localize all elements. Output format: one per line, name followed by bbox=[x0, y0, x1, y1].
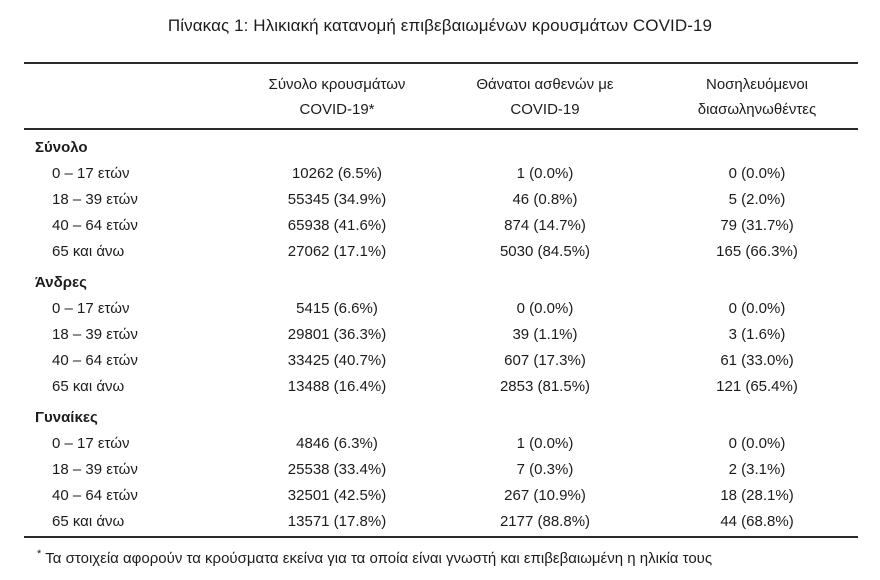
age-label: 0 – 17 ετών bbox=[52, 165, 130, 182]
cases-cell: 5415 (6.6%) bbox=[296, 300, 378, 317]
age-label: 18 – 39 ετών bbox=[52, 461, 138, 478]
footnote-text: Τα στοιχεία αφορούν τα κρούσματα εκείνα … bbox=[45, 550, 713, 567]
cases-cell: 13488 (16.4%) bbox=[287, 378, 387, 395]
age-label: 0 – 17 ετών bbox=[52, 300, 130, 317]
deaths-cell: 267 (10.9%) bbox=[504, 487, 586, 504]
cases-cell: 4846 (6.3%) bbox=[296, 435, 378, 452]
section-row-total: Σύνολο bbox=[24, 130, 858, 161]
deaths-cell: 2177 (88.8%) bbox=[499, 513, 591, 530]
age-label: 65 και άνω bbox=[52, 378, 125, 395]
header-empty-cell bbox=[24, 72, 240, 122]
table-row: 18 – 39 ετών 55345 (34.9%) 46 (0.8%) 5 (… bbox=[24, 187, 858, 213]
age-label: 0 – 17 ετών bbox=[52, 435, 130, 452]
table-row: 0 – 17 ετών 10262 (6.5%) 1 (0.0%) 0 (0.0… bbox=[24, 161, 858, 187]
footnote-asterisk: * bbox=[37, 548, 42, 560]
table-row: 0 – 17 ετών 5415 (6.6%) 0 (0.0%) 0 (0.0%… bbox=[24, 296, 858, 322]
intubated-cell: 0 (0.0%) bbox=[728, 300, 786, 317]
header-line: Νοσηλευόμενοι bbox=[705, 76, 808, 93]
header-line: Σύνολο κρουσμάτων bbox=[268, 76, 406, 93]
cases-cell: 27062 (17.1%) bbox=[287, 243, 387, 260]
deaths-cell: 1 (0.0%) bbox=[516, 435, 574, 452]
deaths-cell: 2853 (81.5%) bbox=[499, 378, 591, 395]
deaths-cell: 5030 (84.5%) bbox=[499, 243, 591, 260]
table-row: 65 και άνω 13571 (17.8%) 2177 (88.8%) 44… bbox=[24, 509, 858, 535]
table-row: 18 – 39 ετών 25538 (33.4%) 7 (0.3%) 2 (3… bbox=[24, 457, 858, 483]
deaths-cell: 46 (0.8%) bbox=[512, 191, 578, 208]
header-col-total-cases: Σύνολο κρουσμάτων COVID-19* bbox=[240, 72, 434, 122]
section-label: Γυναίκες bbox=[35, 409, 98, 426]
deaths-cell: 607 (17.3%) bbox=[504, 352, 586, 369]
deaths-cell: 0 (0.0%) bbox=[516, 300, 574, 317]
cases-cell: 33425 (40.7%) bbox=[287, 352, 387, 369]
cases-cell: 13571 (17.8%) bbox=[287, 513, 387, 530]
intubated-cell: 61 (33.0%) bbox=[720, 352, 794, 369]
table-row: 65 και άνω 13488 (16.4%) 2853 (81.5%) 12… bbox=[24, 374, 858, 400]
table-row: 65 και άνω 27062 (17.1%) 5030 (84.5%) 16… bbox=[24, 239, 858, 265]
cases-cell: 32501 (42.5%) bbox=[287, 487, 387, 504]
header-line: COVID-19 bbox=[510, 101, 580, 118]
section-row-men: Άνδρες bbox=[24, 265, 858, 296]
intubated-cell: 79 (31.7%) bbox=[720, 217, 794, 234]
age-label: 18 – 39 ετών bbox=[52, 326, 138, 343]
intubated-cell: 165 (66.3%) bbox=[716, 243, 798, 260]
intubated-cell: 0 (0.0%) bbox=[728, 165, 786, 182]
section-label: Σύνολο bbox=[35, 139, 88, 156]
table-row: 0 – 17 ετών 4846 (6.3%) 1 (0.0%) 0 (0.0%… bbox=[24, 431, 858, 457]
deaths-cell: 39 (1.1%) bbox=[512, 326, 578, 343]
deaths-cell: 1 (0.0%) bbox=[516, 165, 574, 182]
table-row: 40 – 64 ετών 32501 (42.5%) 267 (10.9%) 1… bbox=[24, 483, 858, 509]
cases-cell: 55345 (34.9%) bbox=[287, 191, 387, 208]
header-line: διασωληνωθέντες bbox=[697, 101, 817, 118]
section-row-women: Γυναίκες bbox=[24, 400, 858, 431]
age-label: 40 – 64 ετών bbox=[52, 487, 138, 504]
table-row: 40 – 64 ετών 33425 (40.7%) 607 (17.3%) 6… bbox=[24, 348, 858, 374]
table-row: 40 – 64 ετών 65938 (41.6%) 874 (14.7%) 7… bbox=[24, 213, 858, 239]
page-title: Πίνακας 1: Ηλικιακή κατανομή επιβεβαιωμέ… bbox=[167, 16, 713, 35]
intubated-cell: 3 (1.6%) bbox=[728, 326, 786, 343]
header-line: COVID-19* bbox=[299, 101, 375, 118]
header-line: Θάνατοι ασθενών με bbox=[476, 76, 614, 93]
intubated-cell: 0 (0.0%) bbox=[728, 435, 786, 452]
footnote: * Τα στοιχεία αφορούν τα κρούσματα εκείνα… bbox=[24, 538, 858, 570]
age-label: 40 – 64 ετών bbox=[52, 217, 138, 234]
table-header-row: Σύνολο κρουσμάτων COVID-19* Θάνατοι ασθε… bbox=[24, 62, 858, 130]
cases-cell: 10262 (6.5%) bbox=[291, 165, 383, 182]
age-label: 40 – 64 ετών bbox=[52, 352, 138, 369]
deaths-cell: 7 (0.3%) bbox=[516, 461, 574, 478]
header-col-intubated: Νοσηλευόμενοι διασωληνωθέντες bbox=[656, 72, 858, 122]
covid-age-table: Σύνολο κρουσμάτων COVID-19* Θάνατοι ασθε… bbox=[24, 62, 858, 570]
intubated-cell: 44 (68.8%) bbox=[720, 513, 794, 530]
age-label: 65 και άνω bbox=[52, 513, 125, 530]
intubated-cell: 2 (3.1%) bbox=[728, 461, 786, 478]
header-col-deaths: Θάνατοι ασθενών με COVID-19 bbox=[434, 72, 656, 122]
age-label: 18 – 39 ετών bbox=[52, 191, 138, 208]
intubated-cell: 18 (28.1%) bbox=[720, 487, 794, 504]
cases-cell: 65938 (41.6%) bbox=[287, 217, 387, 234]
section-label: Άνδρες bbox=[35, 274, 87, 291]
cases-cell: 25538 (33.4%) bbox=[287, 461, 387, 478]
table-row: 18 – 39 ετών 29801 (36.3%) 39 (1.1%) 3 (… bbox=[24, 322, 858, 348]
deaths-cell: 874 (14.7%) bbox=[504, 217, 586, 234]
age-label: 65 και άνω bbox=[52, 243, 125, 260]
table-body: Σύνολο 0 – 17 ετών 10262 (6.5%) 1 (0.0%)… bbox=[24, 130, 858, 538]
intubated-cell: 5 (2.0%) bbox=[728, 191, 786, 208]
cases-cell: 29801 (36.3%) bbox=[287, 326, 387, 343]
intubated-cell: 121 (65.4%) bbox=[716, 378, 798, 395]
